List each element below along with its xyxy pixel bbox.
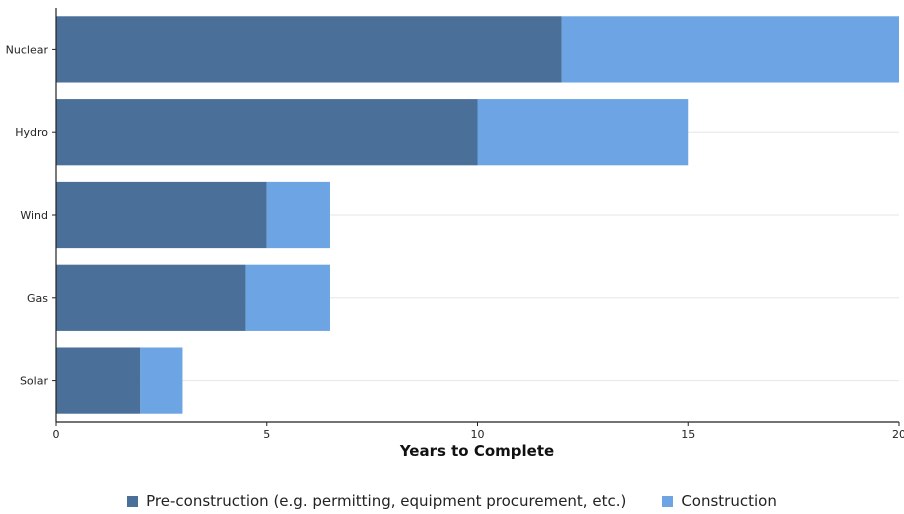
- bar-gas-pre-construction: [56, 264, 246, 331]
- y-tick-label-gas: Gas: [27, 292, 48, 305]
- bar-gas-construction: [245, 264, 330, 331]
- legend-item-pre-construction: Pre-construction (e.g. permitting, equip…: [127, 492, 626, 510]
- bar-wind-construction: [266, 181, 330, 249]
- bar-nuclear-pre-construction: [56, 16, 562, 83]
- x-tick-label-10: 10: [471, 428, 485, 441]
- bar-solar-construction: [140, 347, 183, 414]
- x-tick-labels: 0 5 10 15 20: [53, 428, 904, 441]
- legend-label-construction: Construction: [681, 492, 777, 510]
- bars: [56, 16, 899, 414]
- legend-item-construction: Construction: [662, 492, 777, 510]
- bar-hydro-construction: [477, 99, 689, 166]
- y-tick-labels: Nuclear Hydro Wind Gas Solar: [6, 43, 49, 387]
- x-tick-label-20: 20: [892, 428, 904, 441]
- y-tick-label-wind: Wind: [20, 209, 48, 222]
- axes: [52, 8, 900, 426]
- bar-solar-pre-construction: [56, 347, 141, 414]
- bar-wind-pre-construction: [56, 181, 267, 249]
- x-tick-label-5: 5: [263, 428, 270, 441]
- x-axis-title: Years to Complete: [399, 442, 554, 460]
- x-tick-label-0: 0: [53, 428, 60, 441]
- legend-swatch-pre-construction: [127, 495, 139, 507]
- y-tick-label-nuclear: Nuclear: [6, 43, 49, 56]
- legend-swatch-construction: [662, 495, 674, 507]
- x-tick-label-15: 15: [681, 428, 695, 441]
- y-tick-label-hydro: Hydro: [15, 126, 48, 139]
- legend-label-pre-construction: Pre-construction (e.g. permitting, equip…: [146, 492, 627, 510]
- legend: Pre-construction (e.g. permitting, equip…: [0, 492, 904, 510]
- y-tick-label-solar: Solar: [20, 375, 49, 388]
- bar-hydro-pre-construction: [56, 99, 478, 166]
- bar-nuclear-construction: [561, 16, 899, 83]
